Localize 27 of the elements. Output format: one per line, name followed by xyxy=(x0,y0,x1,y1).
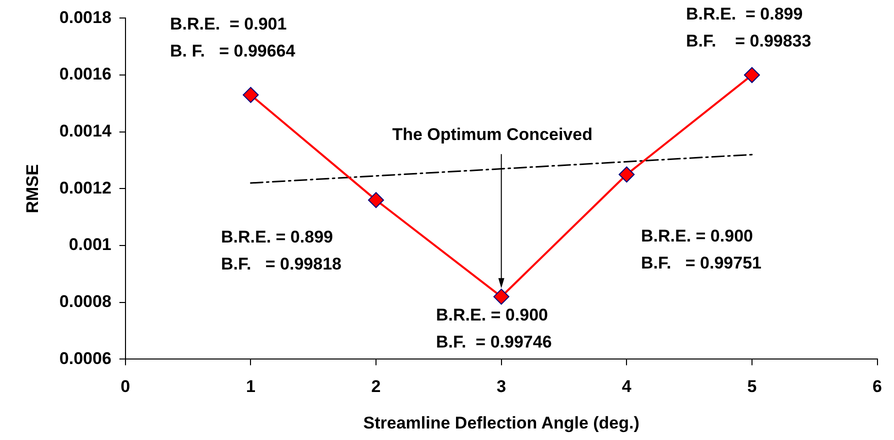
annotation: B.R.E. = 0.901 B. F. = 0.99664 xyxy=(170,14,296,61)
point xyxy=(493,288,510,305)
x-tick-label: 4 xyxy=(622,377,632,396)
x-axis-title: Streamline Deflection Angle (deg.) xyxy=(363,413,640,432)
y-tick-label: 0.0006 xyxy=(59,348,112,368)
x-tick-label: 6 xyxy=(872,377,882,396)
y-axis-title: RMSE xyxy=(22,164,42,214)
annotation: B.R.E. = 0.900 B.F. = 0.99751 xyxy=(641,226,762,273)
point xyxy=(744,67,760,84)
x-tick-label: 3 xyxy=(496,377,506,396)
x-tick-label: 0 xyxy=(120,377,130,396)
point xyxy=(618,166,635,182)
annotation: B.R.E. = 0.900 B.F. = 0.99746 xyxy=(436,306,552,352)
point xyxy=(242,86,259,103)
y-tick-label: 0.0008 xyxy=(59,292,112,312)
y-tick-label: 0.0016 xyxy=(59,64,112,84)
annotation: The Optimum Conceived xyxy=(392,124,592,144)
x-tick-label: 2 xyxy=(371,377,381,396)
y-tick-label: 0.0012 xyxy=(59,178,112,198)
y-tick-label: 0.0014 xyxy=(59,122,112,141)
annotation: B.R.E. = 0.899 B.F. = 0.99833 xyxy=(686,4,812,51)
y-tick-label: 0.0018 xyxy=(59,8,112,27)
x-tick-label: 5 xyxy=(747,377,757,396)
x-tick-label: 1 xyxy=(246,377,256,396)
y-tick-label: 0.001 xyxy=(68,235,112,254)
point xyxy=(368,192,384,208)
annotation: B.R.E. = 0.899 B.F. = 0.99818 xyxy=(221,228,342,274)
